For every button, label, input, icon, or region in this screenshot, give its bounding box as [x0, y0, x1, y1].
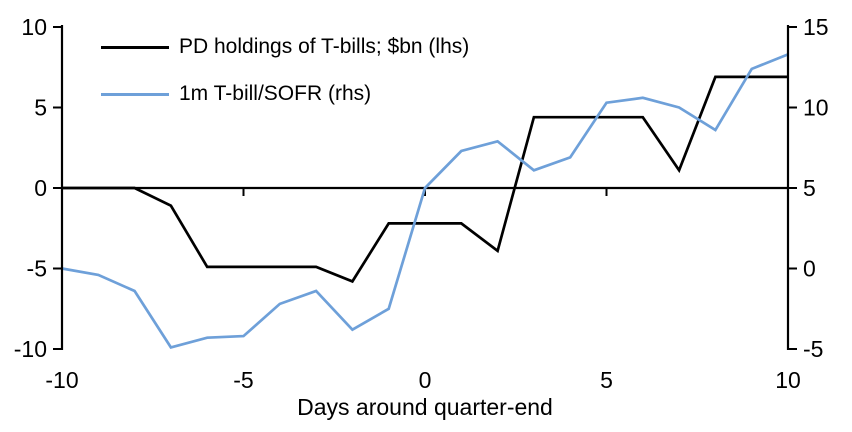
right-axis-tick-label: 10 — [803, 95, 829, 121]
x-axis-title: Days around quarter-end — [297, 394, 553, 420]
left-axis-tick-label: -10 — [14, 336, 47, 362]
legend: PD holdings of T-bills; $bn (lhs) 1m T-b… — [101, 34, 469, 128]
legend-label: PD holdings of T-bills; $bn (lhs) — [179, 35, 470, 58]
x-axis-tick-label: 0 — [419, 367, 432, 393]
legend-item: PD holdings of T-bills; $bn (lhs) — [101, 34, 469, 60]
left-axis-tick-label: 0 — [34, 175, 47, 201]
legend-line-sample-black — [101, 45, 169, 49]
right-axis-tick-label: 15 — [803, 14, 829, 40]
x-axis-tick-label: -5 — [233, 367, 253, 393]
right-axis-tick-label: -5 — [803, 336, 823, 362]
legend-item: 1m T-bill/SOFR (rhs) — [101, 81, 469, 107]
left-axis-tick-label: 10 — [21, 14, 47, 40]
left-axis-tick-label: -5 — [27, 256, 47, 282]
x-axis-tick-label: 10 — [775, 367, 801, 393]
right-axis-tick-label: 5 — [803, 175, 816, 201]
series-line-1 — [61, 53, 789, 349]
series-line-0 — [62, 75, 788, 284]
legend-label: 1m T-bill/SOFR (rhs) — [179, 82, 372, 105]
legend-line-sample-blue — [101, 92, 169, 96]
x-axis-tick-label: -10 — [45, 367, 78, 393]
x-axis-tick-label: 5 — [600, 367, 613, 393]
right-axis-tick-label: 0 — [803, 256, 816, 282]
left-axis-tick-label: 5 — [34, 95, 47, 121]
